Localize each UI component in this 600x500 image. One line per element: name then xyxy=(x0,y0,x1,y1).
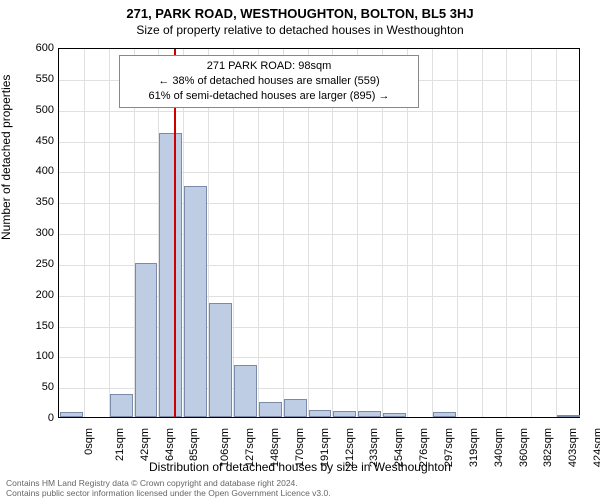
x-tick-label: 127sqm xyxy=(244,428,256,467)
gridline-h xyxy=(59,142,579,143)
y-tick-label: 350 xyxy=(14,196,54,208)
y-tick-label: 150 xyxy=(14,320,54,332)
x-tick-label: 403sqm xyxy=(567,428,579,467)
gridline-h xyxy=(59,172,579,173)
annotation-box: 271 PARK ROAD: 98sqm ← 38% of detached h… xyxy=(119,55,419,108)
y-tick-label: 0 xyxy=(14,412,54,424)
gridline-v xyxy=(457,49,458,417)
chart-plot-area: 271 PARK ROAD: 98sqm ← 38% of detached h… xyxy=(58,48,580,418)
footer-attribution: Contains HM Land Registry data © Crown c… xyxy=(6,478,331,498)
histogram-bar xyxy=(135,263,158,417)
footer-line-1: Contains HM Land Registry data © Crown c… xyxy=(6,478,331,488)
y-tick-label: 300 xyxy=(14,227,54,239)
histogram-bar xyxy=(60,412,83,417)
x-tick-label: 64sqm xyxy=(164,428,176,461)
x-tick-label: 148sqm xyxy=(269,428,281,467)
y-tick-label: 600 xyxy=(14,42,54,54)
y-tick-label: 100 xyxy=(14,350,54,362)
x-tick-label: 319sqm xyxy=(468,428,480,467)
histogram-bar xyxy=(358,411,381,417)
histogram-bar xyxy=(209,303,232,417)
gridline-v xyxy=(556,49,557,417)
x-tick-label: 212sqm xyxy=(344,428,356,467)
histogram-bar xyxy=(284,399,307,418)
x-tick-label: 106sqm xyxy=(219,428,231,467)
y-axis-title: Number of detached properties xyxy=(0,75,13,240)
histogram-bar xyxy=(557,415,580,417)
annotation-line-3: 61% of semi-detached houses are larger (… xyxy=(128,89,410,104)
gridline-v xyxy=(432,49,433,417)
histogram-bar xyxy=(333,411,356,417)
gridline-h xyxy=(59,111,579,112)
histogram-bar xyxy=(184,186,207,417)
x-tick-label: 21sqm xyxy=(114,428,126,461)
y-tick-label: 550 xyxy=(14,73,54,85)
y-tick-label: 200 xyxy=(14,289,54,301)
histogram-bar xyxy=(110,394,133,417)
gridline-h xyxy=(59,234,579,235)
gridline-v xyxy=(482,49,483,417)
y-tick-label: 500 xyxy=(14,104,54,116)
annotation-line-1: 271 PARK ROAD: 98sqm xyxy=(128,59,410,74)
x-tick-label: 191sqm xyxy=(319,428,331,467)
x-tick-label: 85sqm xyxy=(188,428,200,461)
x-tick-label: 340sqm xyxy=(493,428,505,467)
annotation-line-2: ← 38% of detached houses are smaller (55… xyxy=(128,74,410,89)
histogram-bar xyxy=(309,410,332,417)
y-tick-label: 250 xyxy=(14,258,54,270)
gridline-v xyxy=(84,49,85,417)
chart-title-main: 271, PARK ROAD, WESTHOUGHTON, BOLTON, BL… xyxy=(0,0,600,21)
histogram-bar xyxy=(433,412,456,417)
x-tick-label: 424sqm xyxy=(592,428,600,467)
x-tick-label: 297sqm xyxy=(443,428,455,467)
y-tick-label: 450 xyxy=(14,135,54,147)
x-tick-label: 0sqm xyxy=(83,428,95,455)
x-tick-label: 42sqm xyxy=(139,428,151,461)
gridline-v xyxy=(109,49,110,417)
histogram-bar xyxy=(259,402,282,417)
footer-line-2: Contains public sector information licen… xyxy=(6,488,331,498)
gridline-h xyxy=(59,203,579,204)
x-tick-label: 360sqm xyxy=(518,428,530,467)
x-tick-label: 276sqm xyxy=(418,428,430,467)
gridline-v xyxy=(506,49,507,417)
gridline-v xyxy=(531,49,532,417)
chart-title-sub: Size of property relative to detached ho… xyxy=(0,21,600,37)
x-tick-label: 254sqm xyxy=(393,428,405,467)
histogram-bar xyxy=(234,365,257,417)
histogram-bar xyxy=(383,413,406,417)
y-tick-label: 400 xyxy=(14,165,54,177)
x-tick-label: 170sqm xyxy=(294,428,306,467)
histogram-bar xyxy=(159,133,182,417)
x-tick-label: 382sqm xyxy=(543,428,555,467)
y-tick-label: 50 xyxy=(14,381,54,393)
x-tick-label: 233sqm xyxy=(369,428,381,467)
